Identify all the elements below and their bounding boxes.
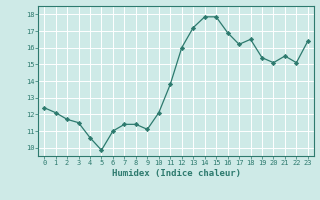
X-axis label: Humidex (Indice chaleur): Humidex (Indice chaleur) <box>111 169 241 178</box>
